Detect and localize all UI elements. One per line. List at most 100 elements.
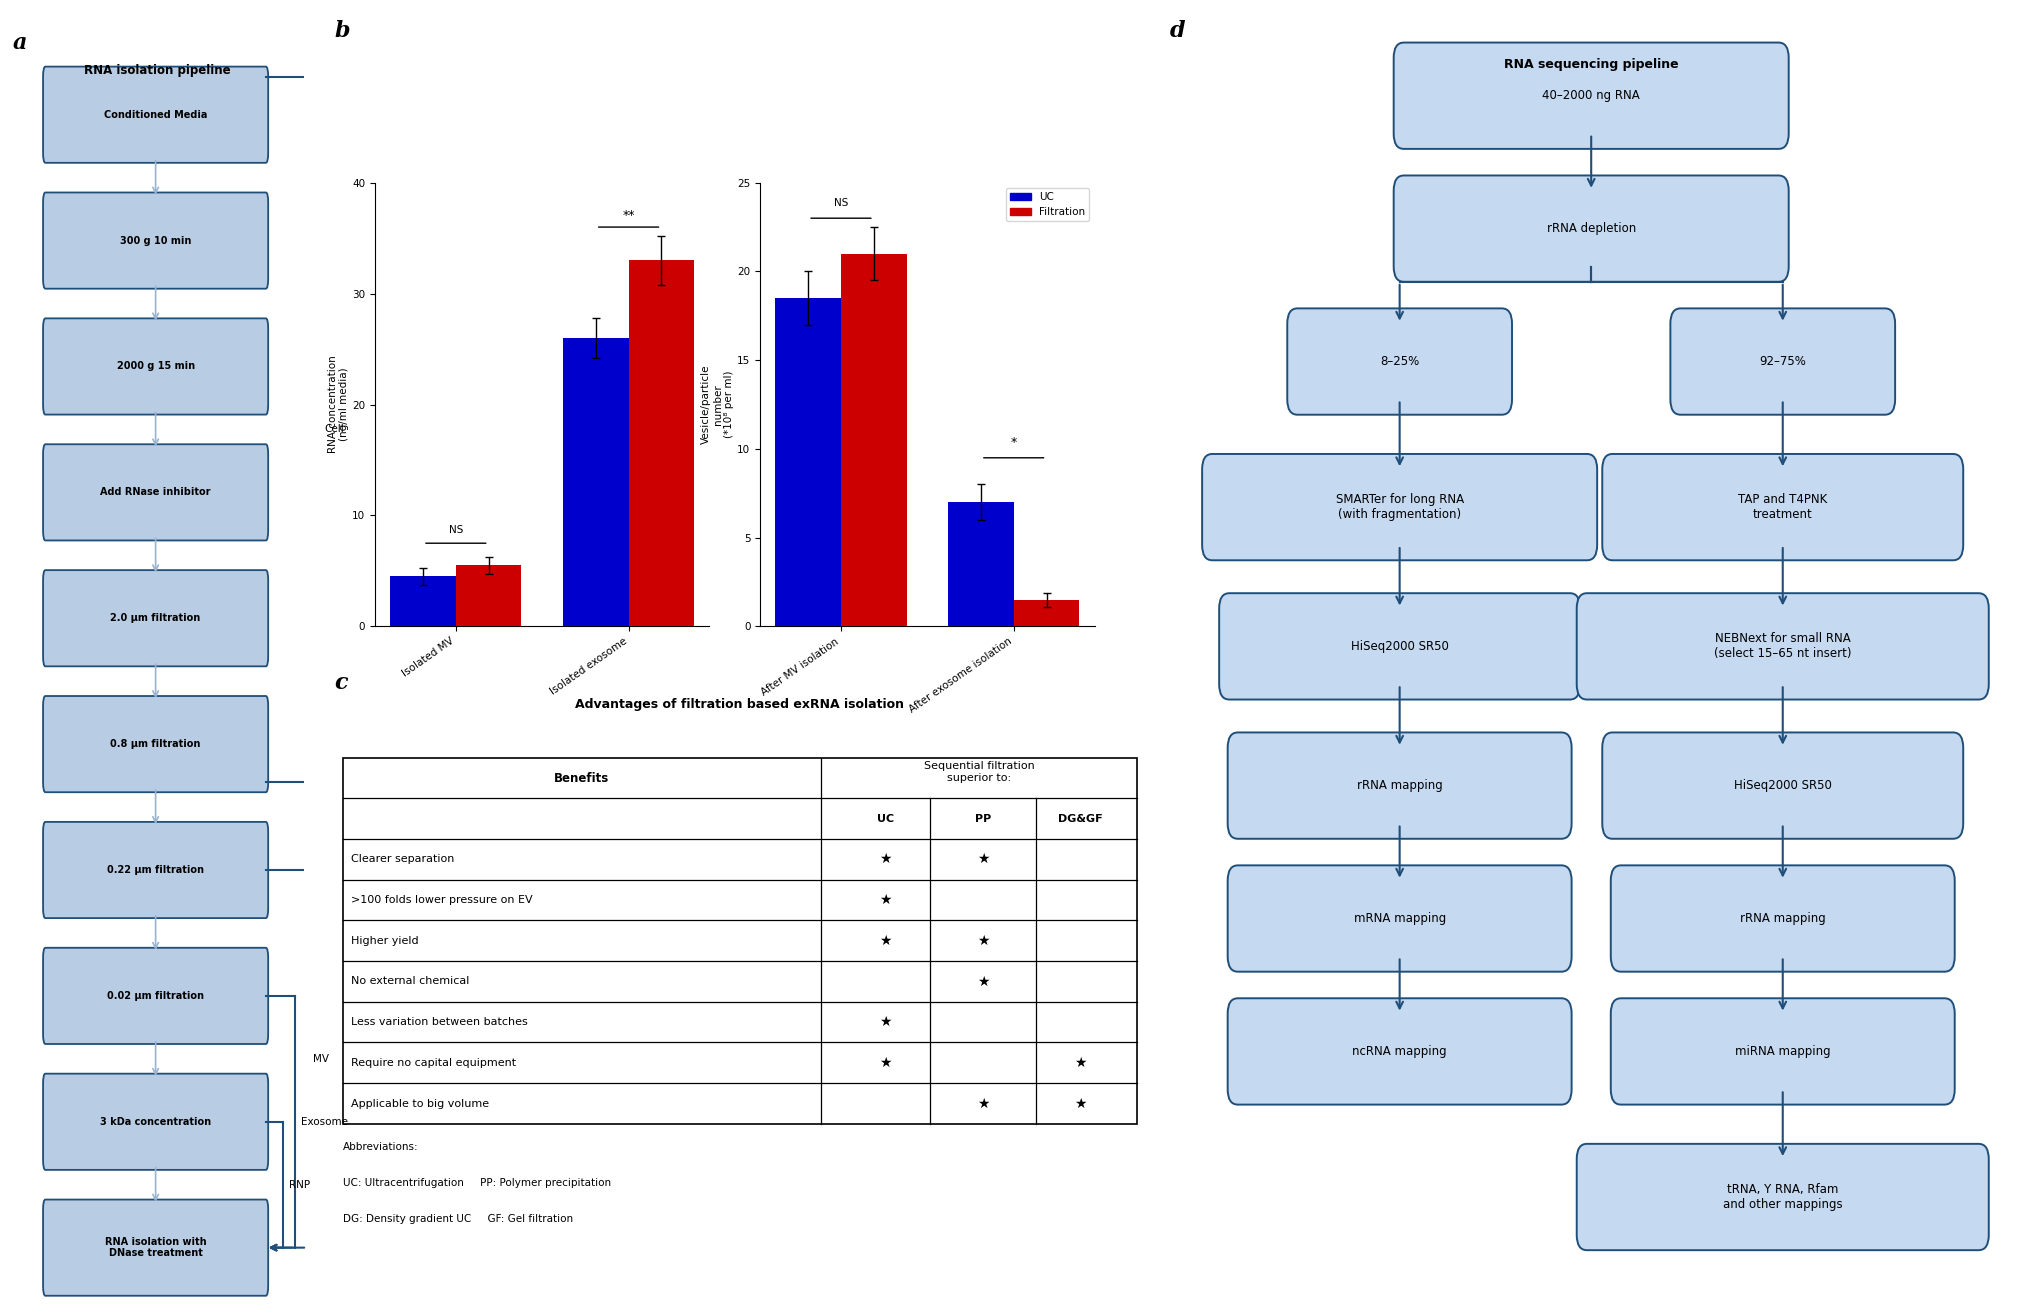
Text: 3 kDa concentration: 3 kDa concentration xyxy=(99,1117,211,1126)
Text: Advantages of filtration based exRNA isolation: Advantages of filtration based exRNA iso… xyxy=(576,698,904,711)
FancyBboxPatch shape xyxy=(1228,998,1571,1104)
Bar xyxy=(628,260,693,626)
Text: ★: ★ xyxy=(977,1096,989,1111)
Y-axis label: RNA concentration
(ng/ml media): RNA concentration (ng/ml media) xyxy=(328,356,349,453)
Text: 0.02 μm filtration: 0.02 μm filtration xyxy=(107,990,205,1001)
Bar xyxy=(949,502,1014,626)
Text: ★: ★ xyxy=(977,852,989,867)
Text: ★: ★ xyxy=(880,934,892,947)
Text: ★: ★ xyxy=(977,934,989,947)
Text: miRNA mapping: miRNA mapping xyxy=(1735,1045,1830,1058)
Text: b: b xyxy=(334,20,351,42)
Legend: UC, Filtration: UC, Filtration xyxy=(1005,188,1088,222)
Y-axis label: Vesicle/particle
number
(*10⁸ per ml): Vesicle/particle number (*10⁸ per ml) xyxy=(701,365,734,444)
Text: rRNA mapping: rRNA mapping xyxy=(1739,912,1826,925)
Text: Add RNase inhibitor: Add RNase inhibitor xyxy=(101,487,211,497)
Text: 300 g 10 min: 300 g 10 min xyxy=(120,236,191,245)
Text: RNP: RNP xyxy=(290,1180,310,1190)
FancyBboxPatch shape xyxy=(1601,732,1964,839)
Text: *: * xyxy=(1011,436,1018,449)
Text: ★: ★ xyxy=(880,852,892,867)
Text: UC: UC xyxy=(878,814,894,823)
Text: Sequential filtration
superior to:: Sequential filtration superior to: xyxy=(924,761,1034,783)
Text: DG: Density gradient UC     GF: Gel filtration: DG: Density gradient UC GF: Gel filtrati… xyxy=(343,1214,574,1224)
FancyBboxPatch shape xyxy=(43,444,268,540)
Text: ncRNA mapping: ncRNA mapping xyxy=(1352,1045,1447,1058)
Text: Benefits: Benefits xyxy=(553,771,610,784)
FancyBboxPatch shape xyxy=(43,318,268,415)
Text: Less variation between batches: Less variation between batches xyxy=(351,1017,527,1027)
Text: NS: NS xyxy=(448,526,462,535)
Text: 0.22 μm filtration: 0.22 μm filtration xyxy=(107,865,205,874)
Text: **: ** xyxy=(622,209,634,222)
Text: ★: ★ xyxy=(880,893,892,907)
Text: HiSeq2000 SR50: HiSeq2000 SR50 xyxy=(1350,639,1449,652)
FancyBboxPatch shape xyxy=(1202,454,1597,560)
Text: tRNA, Y RNA, Rfam
and other mappings: tRNA, Y RNA, Rfam and other mappings xyxy=(1723,1184,1843,1211)
Text: 2000 g 15 min: 2000 g 15 min xyxy=(118,361,195,372)
Text: NS: NS xyxy=(833,197,847,207)
FancyBboxPatch shape xyxy=(43,1074,268,1169)
Text: SMARTer for long RNA
(with fragmentation): SMARTer for long RNA (with fragmentation… xyxy=(1336,493,1463,521)
FancyBboxPatch shape xyxy=(1228,732,1571,839)
FancyBboxPatch shape xyxy=(1218,594,1581,699)
Text: PP: PP xyxy=(975,814,991,823)
Text: 2.0 μm filtration: 2.0 μm filtration xyxy=(111,613,201,624)
Text: Exosome: Exosome xyxy=(302,1117,349,1126)
Text: c: c xyxy=(334,672,349,694)
Text: a: a xyxy=(12,33,28,55)
FancyBboxPatch shape xyxy=(1395,43,1788,149)
FancyBboxPatch shape xyxy=(1670,308,1895,415)
FancyBboxPatch shape xyxy=(43,947,268,1044)
Text: Applicable to big volume: Applicable to big volume xyxy=(351,1099,489,1108)
Bar xyxy=(456,565,521,626)
Bar xyxy=(774,298,841,626)
Text: ★: ★ xyxy=(880,1015,892,1030)
Text: rRNA mapping: rRNA mapping xyxy=(1356,779,1443,792)
Text: 8–25%: 8–25% xyxy=(1380,355,1419,368)
Bar xyxy=(841,253,906,626)
FancyBboxPatch shape xyxy=(43,67,268,163)
Bar xyxy=(389,577,456,626)
Text: ★: ★ xyxy=(1074,1096,1086,1111)
Text: 0.8 μm filtration: 0.8 μm filtration xyxy=(109,739,201,749)
FancyBboxPatch shape xyxy=(43,696,268,792)
Text: rRNA depletion: rRNA depletion xyxy=(1547,222,1636,235)
Text: Abbreviations:: Abbreviations: xyxy=(343,1142,418,1152)
Text: Clearer separation: Clearer separation xyxy=(351,855,454,864)
Bar xyxy=(343,758,1137,1124)
FancyBboxPatch shape xyxy=(1601,454,1964,560)
Text: HiSeq2000 SR50: HiSeq2000 SR50 xyxy=(1733,779,1832,792)
Text: mRNA mapping: mRNA mapping xyxy=(1354,912,1445,925)
FancyBboxPatch shape xyxy=(1228,865,1571,972)
FancyBboxPatch shape xyxy=(1577,594,1988,699)
Text: 92–75%: 92–75% xyxy=(1759,355,1806,368)
FancyBboxPatch shape xyxy=(1577,1144,1988,1250)
Text: MV: MV xyxy=(312,1054,328,1064)
Text: DG&GF: DG&GF xyxy=(1058,814,1103,823)
FancyBboxPatch shape xyxy=(43,1199,268,1296)
Text: NEBNext for small RNA
(select 15–65 nt insert): NEBNext for small RNA (select 15–65 nt i… xyxy=(1715,633,1851,660)
Text: ★: ★ xyxy=(880,1056,892,1070)
Text: ★: ★ xyxy=(1074,1056,1086,1070)
Text: 40–2000 ng RNA: 40–2000 ng RNA xyxy=(1543,89,1640,102)
FancyBboxPatch shape xyxy=(1611,998,1954,1104)
Bar xyxy=(564,338,628,626)
Text: ★: ★ xyxy=(977,975,989,988)
Text: Conditioned Media: Conditioned Media xyxy=(103,110,207,120)
FancyBboxPatch shape xyxy=(43,193,268,288)
Text: d: d xyxy=(1170,20,1186,42)
FancyBboxPatch shape xyxy=(1287,308,1512,415)
FancyBboxPatch shape xyxy=(43,822,268,919)
FancyBboxPatch shape xyxy=(1611,865,1954,972)
Text: Require no capital equipment: Require no capital equipment xyxy=(351,1058,515,1067)
FancyBboxPatch shape xyxy=(1395,175,1788,282)
Text: UC: Ultracentrifugation     PP: Polymer precipitation: UC: Ultracentrifugation PP: Polymer prec… xyxy=(343,1178,610,1188)
Bar xyxy=(1014,600,1080,626)
Text: RNA isolation pipeline: RNA isolation pipeline xyxy=(83,64,231,77)
Text: Cell: Cell xyxy=(324,424,345,435)
Text: RNA sequencing pipeline: RNA sequencing pipeline xyxy=(1504,57,1678,70)
Text: >100 folds lower pressure on EV: >100 folds lower pressure on EV xyxy=(351,895,533,906)
FancyBboxPatch shape xyxy=(43,570,268,667)
Text: No external chemical: No external chemical xyxy=(351,976,468,987)
